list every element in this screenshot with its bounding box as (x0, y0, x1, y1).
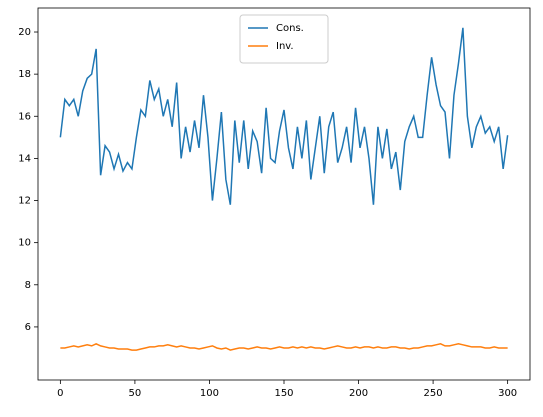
x-tick-label: 250 (424, 388, 443, 399)
x-tick-label: 100 (200, 388, 219, 399)
legend-label: Cons. (276, 23, 304, 34)
y-tick-label: 6 (25, 322, 31, 333)
y-tick-label: 10 (18, 238, 31, 249)
plot-frame (37, 7, 531, 381)
legend-box (239, 14, 329, 64)
y-tick-label: 14 (18, 153, 31, 164)
legend-label: Inv. (276, 41, 294, 52)
line-series (60, 342, 508, 351)
y-tick-label: 12 (18, 196, 31, 207)
y-tick-label: 16 (18, 111, 31, 122)
y-tick-label: 18 (18, 69, 31, 80)
y-tick-label: 8 (25, 280, 31, 291)
x-tick-label: 150 (274, 388, 293, 399)
x-tick-label: 50 (129, 388, 142, 399)
x-tick-label: 200 (349, 388, 368, 399)
x-tick-label: 300 (498, 388, 517, 399)
x-tick-label: 0 (57, 388, 63, 399)
y-tick-label: 20 (18, 27, 31, 38)
line-series (59, 27, 509, 205)
